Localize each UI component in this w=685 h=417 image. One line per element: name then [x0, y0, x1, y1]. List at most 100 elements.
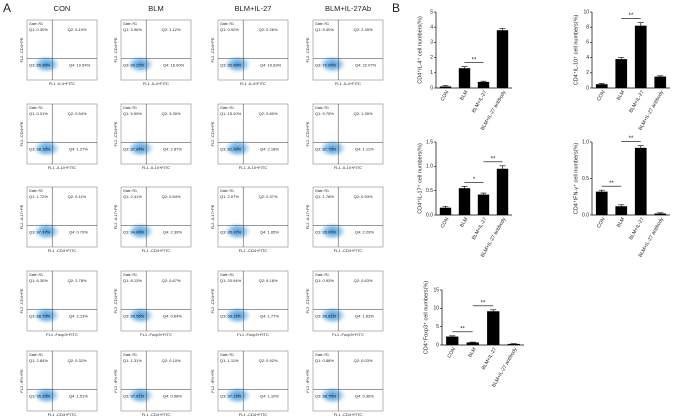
error-bar [499, 165, 506, 172]
event-cloud [126, 55, 155, 74]
y-tick-label: 8 [586, 25, 589, 31]
y-tick-label: 5 [430, 9, 433, 15]
event-cloud [318, 222, 347, 241]
gate-label: Gate: R1 [220, 189, 234, 193]
quadrant-label: Q4: 0.98% [163, 393, 182, 398]
y-tick-label: 5 [436, 324, 439, 330]
y-tick-label: 0 [586, 85, 589, 91]
y-tick-label: 10 [433, 306, 439, 312]
column-header: CON [54, 4, 71, 13]
y-axis-label: FL2 -CD4+PE [19, 37, 24, 62]
bar [487, 311, 500, 345]
bar [615, 59, 628, 88]
gate-label: Gate: R1 [315, 273, 329, 277]
error-bar [449, 335, 456, 338]
quadrant-label: Q4: 16.00% [163, 62, 185, 67]
gate-label: Gate: R1 [315, 353, 329, 357]
quadrant-label: Q4: 0.36% [355, 393, 374, 398]
error-bar [637, 22, 644, 29]
error-bar [480, 80, 487, 83]
y-axis-label: FL2 -IFN+PE [113, 369, 118, 393]
quadrant-label: Q4: 1.63% [355, 313, 374, 318]
error-bar [442, 205, 449, 210]
gate-label: Gate: R1 [220, 273, 234, 277]
gate-label: Gate: R1 [220, 353, 234, 357]
event-cloud [223, 306, 252, 325]
quadrant-label: Q4: 10.63% [260, 62, 282, 67]
quadrant-label: Q3: 95.33% [29, 393, 51, 398]
quadrant-label: Q2: 0.67% [162, 278, 181, 283]
bar [496, 168, 509, 215]
y-axis-label: FL2 -CD4+PE [113, 288, 118, 313]
quadrant-label: Q3: 82.09% [220, 146, 242, 151]
quadrant-label: Q1: 2.84% [29, 358, 48, 363]
plot-frame [312, 270, 384, 332]
y-tick-label: 4 [430, 25, 433, 31]
y-tick-label: 1.0 [582, 139, 589, 145]
column-header: BLM+IL-27Ab [325, 4, 371, 13]
quadrant-label: Q1: 0.92% [220, 27, 239, 32]
bar [466, 342, 479, 345]
quadrant-label: Q3: 95.91% [220, 229, 242, 234]
x-axis-label: FL1 -CD4+FITC [334, 412, 363, 417]
event-cloud [126, 386, 155, 405]
quadrant-label: Q3: 80.22% [123, 62, 145, 67]
y-axis-label: FL2 -IFN+PE [19, 369, 24, 393]
quadrant-label: Q3: 70.00% [315, 62, 337, 67]
y-axis-label: FL2 -IL17+PE [113, 204, 118, 229]
bar [654, 76, 667, 88]
significance-label: * [473, 177, 476, 183]
panel-label: A [3, 1, 11, 15]
y-axis-label: FL2 -CD4+PE [19, 288, 24, 313]
y-axis-label: CD4⁺IL-10⁺ cell numbers(%) [572, 15, 579, 86]
quadrant-label: Q2: 0.60% [259, 111, 278, 116]
event-cloud [32, 386, 61, 405]
gate-label: Gate: R1 [220, 22, 234, 26]
quadrant-label: Q4: 2.39% [163, 229, 182, 234]
error-bar [461, 185, 468, 191]
error-bar [469, 341, 476, 343]
y-tick-label: 2 [586, 70, 589, 76]
quadrant-label: Q1: 9.75% [315, 111, 334, 116]
quadrant-label: Q2: 9.18% [259, 278, 278, 283]
gate-label: Gate: R1 [123, 106, 137, 110]
event-cloud [126, 139, 155, 158]
quadrant-label: Q3: 95.00% [315, 229, 337, 234]
x-tick-label: CON [596, 216, 607, 229]
gate-label: Gate: R1 [29, 189, 43, 193]
x-tick-label: BLM+IL-27 [471, 216, 489, 240]
quadrant-label: Q4: 2.29% [355, 229, 374, 234]
quadrant-label: Q2: 0.26% [259, 27, 278, 32]
bar [439, 207, 452, 215]
event-cloud [223, 386, 252, 405]
x-axis-label: FL1 -Foxp3+FITC [332, 332, 364, 337]
quadrant-label: Q3: 87.75% [315, 146, 337, 151]
y-axis-label: CD4⁺Foxp3⁺ cell numbers(%) [422, 281, 429, 355]
quadrant-label: Q4: 2.18% [260, 146, 279, 151]
quadrant-label: Q1: 1.78% [315, 194, 334, 199]
quadrant-label: Q2: 1.12% [162, 27, 181, 32]
bar [439, 86, 452, 88]
quadrant-label: Q2: 1.39% [354, 111, 373, 116]
quadrant-label: Q1: 0.93% [315, 278, 334, 283]
y-tick-label: 0 [436, 342, 439, 348]
significance-label: ** [460, 326, 465, 332]
gate-label: Gate: R1 [123, 22, 137, 26]
quadrant-label: Q4: 1.10% [260, 393, 279, 398]
quadrant-label: Q3: 98.18% [29, 146, 51, 151]
x-axis-label: FL1 -CD4+FITC [142, 248, 171, 253]
quadrant-label: Q2: 3.30% [162, 111, 181, 116]
error-bar [442, 85, 449, 88]
quadrant-label: Q1: 1.11% [220, 358, 239, 363]
x-axis-label: FL1 -IL10+FITC [239, 165, 267, 170]
column-header: BLM [148, 4, 163, 13]
quadrant-label: Q3: 96.81% [315, 313, 337, 318]
quadrant-label: Q1: 20.94% [220, 278, 242, 283]
plot-frame [26, 350, 98, 412]
gate-label: Gate: R1 [315, 189, 329, 193]
quadrant-label: Q4: 22.07% [355, 62, 377, 67]
x-axis-label: FL1 -CD4+FITC [239, 248, 268, 253]
y-tick-label: 15 [433, 287, 439, 293]
y-axis-label: FL2 -CD4+PE [210, 121, 215, 146]
event-cloud [318, 139, 347, 158]
